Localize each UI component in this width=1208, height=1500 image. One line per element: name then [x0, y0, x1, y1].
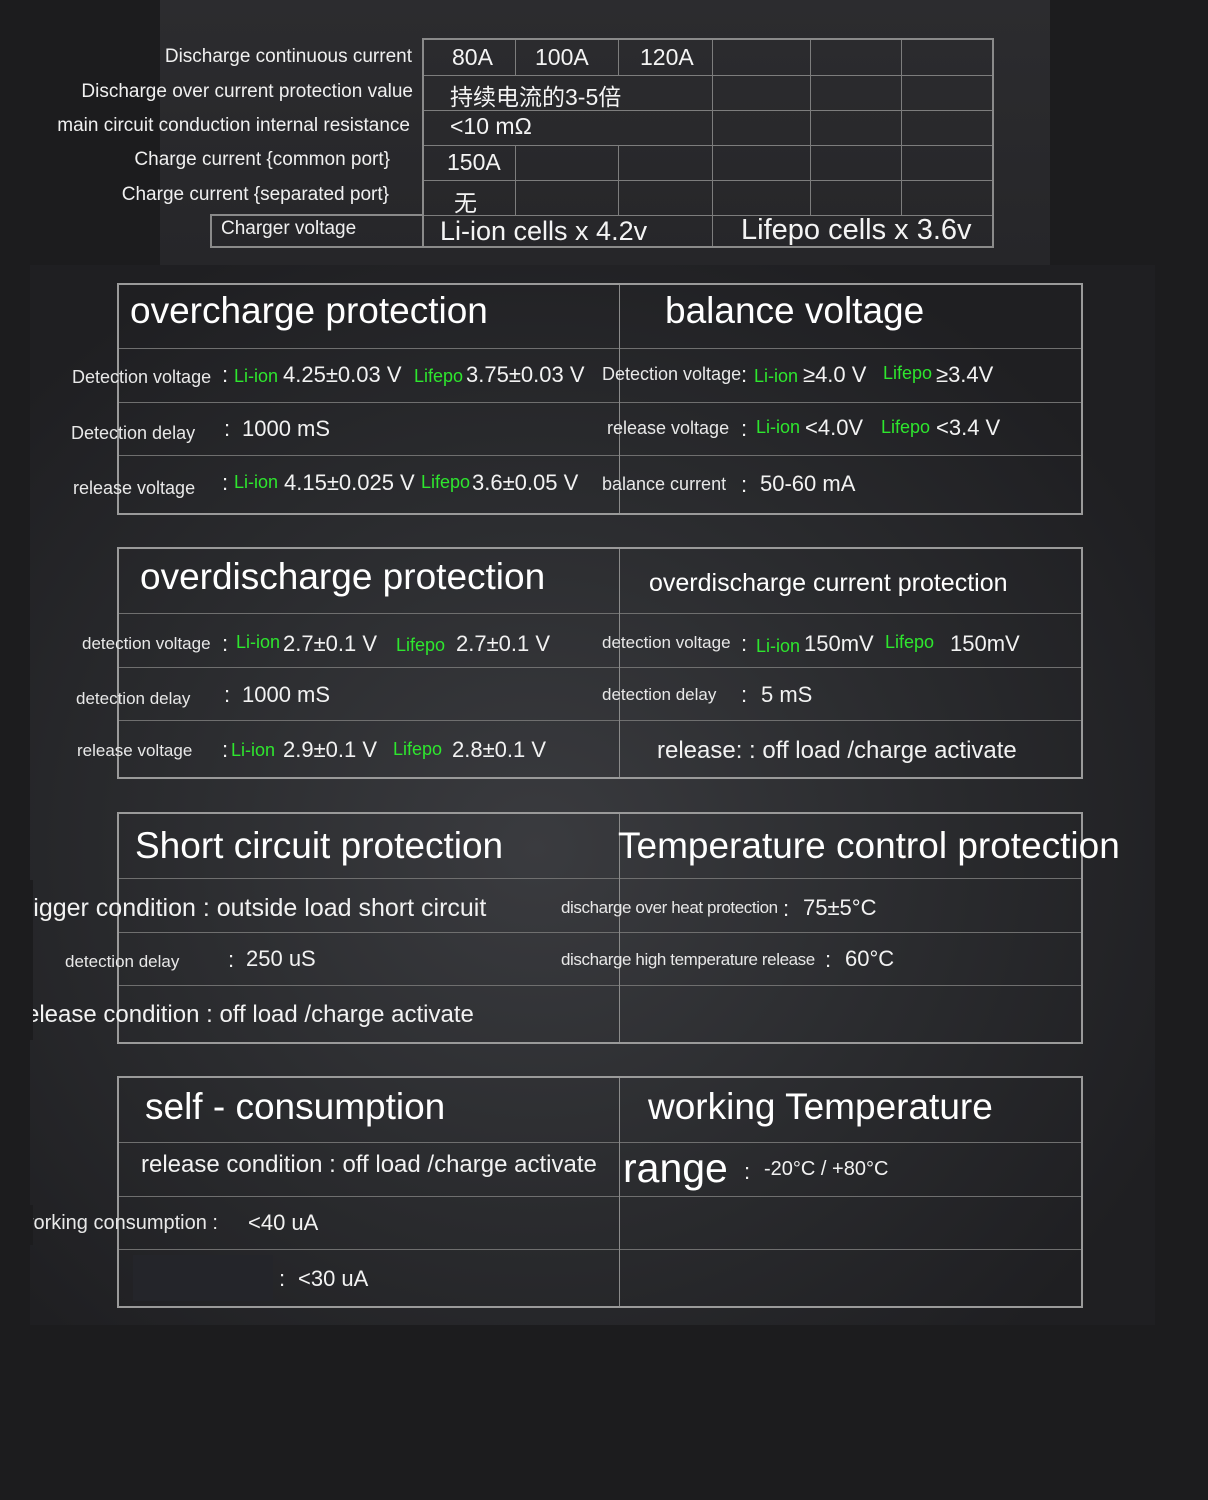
chem-liion-label: Li-ion	[756, 417, 801, 437]
balance-det-liion: ≥4.0 V	[803, 362, 867, 387]
spec-current-80: 80A	[452, 44, 493, 70]
overcharge-det-delay-label: Detection delay	[71, 423, 196, 443]
photo-background	[30, 265, 1155, 1325]
overcharge-balance-panel	[117, 283, 1083, 515]
short-circuit-title: Short circuit protection	[135, 825, 504, 866]
overdischarge-panel	[117, 547, 1083, 779]
balance-det-voltage-label: Detection voltage	[602, 364, 742, 384]
short-circuit-delay-label: detection delay	[65, 952, 180, 971]
working-temperature-range-label: range	[623, 1145, 728, 1191]
spec-label-over-current: Discharge over current protection value	[81, 81, 413, 102]
charger-label-box	[210, 214, 422, 248]
overcharge-title: overcharge protection	[130, 290, 488, 331]
overdischarge-det-lifepo: 2.7±0.1 V	[456, 631, 551, 656]
overdischarge-release-liion: 2.9±0.1 V	[283, 737, 378, 762]
spec-charge-common-value: 150A	[447, 149, 501, 175]
chem-lifepo-label: Lifepo	[881, 417, 931, 437]
balance-release-lifepo: <3.4 V	[936, 415, 1001, 440]
spec-over-current-value: 持续电流的3-5倍	[450, 84, 622, 110]
spec-charge-separated-value: 无	[454, 190, 477, 216]
chem-liion-label: Li-ion	[236, 632, 281, 652]
overdischarge-release-label: release voltage	[77, 741, 193, 760]
chem-liion-label: Li-ion	[231, 740, 276, 760]
self-consumption-title: self - consumption	[145, 1086, 446, 1127]
spec-resistance-value: <10 mΩ	[450, 113, 532, 139]
chem-lifepo-label: Lifepo	[414, 366, 464, 386]
spec-grid	[422, 38, 994, 248]
balance-current-label: balance current	[602, 474, 727, 494]
overcharge-det-lifepo: 3.75±0.03 V	[466, 362, 585, 387]
overdischarge-current-title: overdischarge current protection	[649, 569, 1008, 597]
overdischarge-release-lifepo: 2.8±0.1 V	[452, 737, 547, 762]
overdischarge-current-det-liion: 150mV	[804, 631, 874, 656]
spec-charger-liion: Li-ion cells x 4.2v	[440, 216, 648, 246]
short-circuit-temperature-panel	[117, 812, 1083, 1044]
chem-lifepo-label: Lifepo	[885, 632, 935, 652]
temperature-release-value: 60°C	[845, 946, 895, 971]
temperature-overheat-label: discharge over heat protection	[561, 898, 778, 917]
overcharge-release-label: release voltage	[73, 478, 196, 498]
temperature-title: Temperature control protection	[618, 825, 1120, 866]
overdischarge-current-det-label: detection voltage	[602, 633, 731, 652]
overcharge-release-lifepo: 3.6±0.05 V	[472, 470, 579, 495]
overdischarge-current-det-lifepo: 150mV	[950, 631, 1020, 656]
chem-lifepo-label: Lifepo	[883, 363, 933, 383]
spec-current-120: 120A	[640, 44, 694, 70]
balance-current-value: 50-60 mA	[760, 471, 856, 496]
self-consumption-sleep-value: <30 uA	[298, 1266, 369, 1291]
overcharge-det-voltage-label: Detection voltage	[72, 367, 212, 387]
overdischarge-title: overdischarge protection	[140, 556, 546, 597]
spec-label-discharge-continuous: Discharge continuous current	[164, 46, 412, 67]
overcharge-release-liion: 4.15±0.025 V	[284, 470, 415, 495]
overdischarge-det-liion: 2.7±0.1 V	[283, 631, 378, 656]
chem-lifepo-label: Lifepo	[421, 472, 471, 492]
working-temperature-title: working Temperature	[648, 1086, 993, 1127]
balance-title: balance voltage	[665, 290, 925, 331]
short-circuit-delay-value: 250 uS	[246, 946, 316, 971]
self-consumption-release: release condition : off load /charge act…	[141, 1151, 597, 1178]
balance-release-label: release voltage	[607, 418, 730, 438]
redacted-label	[133, 1255, 273, 1301]
overdischarge-current-delay-value: 5 mS	[761, 682, 813, 707]
chem-lifepo-label: Lifepo	[396, 635, 446, 655]
chem-liion-label: Li-ion	[754, 366, 799, 386]
temperature-overheat-value: 75±5°C	[803, 895, 877, 920]
overdischarge-det-delay-value: 1000 mS	[242, 682, 331, 707]
chem-liion-label: Li-ion	[234, 472, 279, 492]
overdischarge-det-delay-label: detection delay	[76, 689, 191, 708]
overdischarge-current-release: release: : off load /charge activate	[657, 737, 1017, 764]
self-consumption-working-label: working consumption :	[19, 1212, 218, 1234]
balance-det-lifepo: ≥3.4V	[936, 362, 994, 387]
chem-liion-label: Li-ion	[756, 636, 801, 656]
working-temperature-range-value: -20°C / +80°C	[764, 1158, 889, 1180]
overdischarge-current-delay-label: detection delay	[602, 685, 717, 704]
spec-current-100: 100A	[535, 44, 589, 70]
temperature-release-label: discharge high temperature release	[561, 950, 815, 969]
spec-label-charger-voltage: Charger voltage	[221, 218, 357, 239]
chem-liion-label: Li-ion	[234, 366, 279, 386]
short-circuit-trigger: trigger condition : outside load short c…	[18, 894, 487, 922]
spec-label-resistance: main circuit conduction internal resista…	[57, 115, 410, 136]
overcharge-det-delay-value: 1000 mS	[242, 416, 331, 441]
self-consumption-panel	[117, 1076, 1083, 1308]
spec-label-charge-separated: Charge current {separated port}	[121, 184, 389, 205]
overdischarge-det-voltage-label: detection voltage	[82, 634, 211, 653]
overcharge-det-liion: 4.25±0.03 V	[283, 362, 402, 387]
balance-release-liion: <4.0V	[805, 415, 864, 440]
chem-lifepo-label: Lifepo	[393, 739, 443, 759]
self-consumption-working-value: <40 uA	[248, 1210, 319, 1235]
short-circuit-release: release condition : off load /charge act…	[18, 1001, 474, 1028]
spec-charger-lifepo: Lifepo cells x 3.6v	[741, 214, 972, 246]
spec-label-charge-common: Charge current {common port}	[134, 149, 390, 170]
